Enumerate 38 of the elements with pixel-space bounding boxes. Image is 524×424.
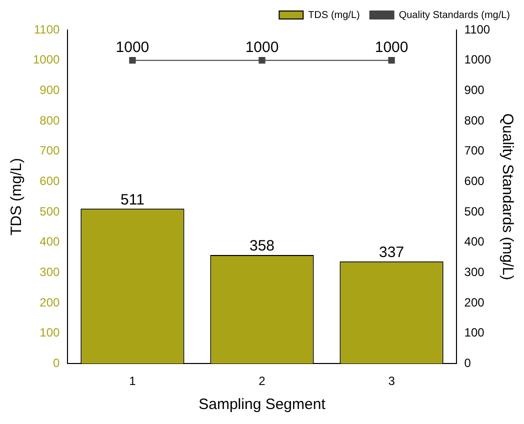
- y-tick-label: 700: [40, 144, 60, 158]
- y-tick-label: 1100: [34, 22, 60, 36]
- y2-tick-label: 800: [464, 113, 485, 128]
- x-tick-label: 3: [388, 374, 396, 388]
- y-tick-label: 200: [40, 295, 60, 310]
- y-axis-title: TDS (mg/L): [8, 158, 26, 236]
- y2-tick-label: 100: [464, 326, 485, 340]
- y2-tick-label: 0: [464, 356, 472, 370]
- y-tick-label: 1000: [32, 52, 60, 67]
- y-tick-label: 600: [40, 174, 60, 188]
- y-tick-label: 900: [40, 82, 60, 97]
- data-label: 1000: [374, 38, 408, 56]
- legend-label: Quality Standards (mg/L): [398, 10, 510, 21]
- y2-tick-label: 700: [464, 144, 485, 158]
- y2-tick-label: 1000: [464, 52, 492, 67]
- data-label: 511: [120, 191, 144, 208]
- x-tick-label: 2: [258, 374, 266, 388]
- data-label: 1000: [245, 38, 279, 56]
- x-axis-title: Sampling Segment: [198, 396, 326, 414]
- y-tick-label: 800: [40, 113, 60, 128]
- data-label: 337: [379, 244, 404, 262]
- x-tick-label: 1: [129, 374, 136, 388]
- data-label: 1000: [116, 38, 150, 56]
- y2-tick-label: 900: [464, 82, 485, 97]
- y-tick-label: 400: [40, 234, 60, 249]
- y2-tick-label: 500: [464, 204, 485, 218]
- y-tick-label: 300: [40, 264, 60, 279]
- y-tick-label: 100: [40, 326, 60, 340]
- data-label: 358: [249, 238, 275, 255]
- y-tick-label: 500: [40, 204, 60, 218]
- legend-label: TDS (mg/L): [308, 10, 360, 21]
- y-tick-label: 0: [53, 356, 60, 370]
- y2-tick-label: 300: [464, 264, 485, 279]
- y2-tick-label: 600: [464, 174, 485, 188]
- y2-tick-label: 200: [464, 295, 485, 310]
- y2-tick-label: 400: [464, 234, 485, 249]
- y2-tick-label: 1100: [464, 22, 490, 36]
- y2-axis-title: Quality Standards (mg/L): [498, 113, 516, 280]
